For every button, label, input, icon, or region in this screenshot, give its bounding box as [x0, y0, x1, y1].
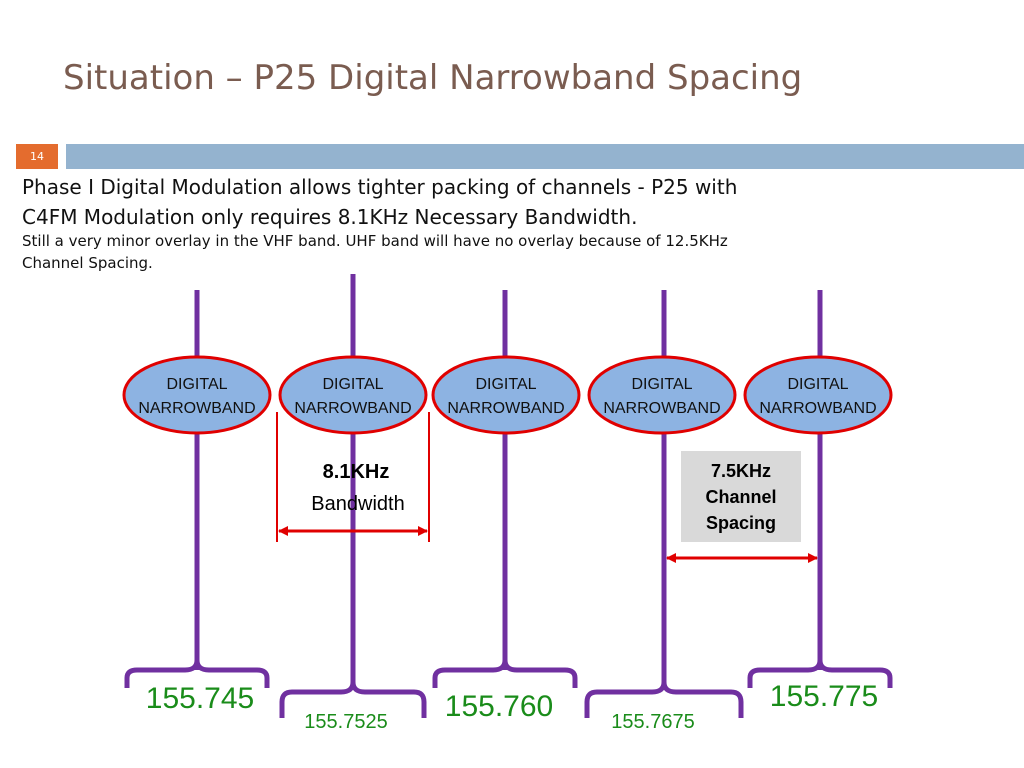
ellipse-3-line-2: NARROWBAND	[447, 400, 564, 417]
detail-line-2: Channel Spacing.	[22, 254, 153, 272]
ellipse-5-line-1: DIGITAL	[787, 376, 848, 393]
ellipse-4-line-2: NARROWBAND	[603, 400, 720, 417]
ellipse-3-line-1: DIGITAL	[475, 376, 536, 393]
ellipse-1-line-2: NARROWBAND	[138, 400, 255, 417]
channel-spacing-box: 7.5KHz Channel Spacing	[681, 451, 801, 542]
frequency-label-3: 155.760	[445, 690, 553, 723]
frequency-label-1: 155.745	[146, 682, 254, 715]
ellipse-1-line-1: DIGITAL	[166, 376, 227, 393]
channel-ellipse-5: DIGITAL NARROWBAND	[743, 355, 893, 435]
bandwidth-value: 8.1KHz	[323, 461, 390, 483]
slide-number: 14	[16, 144, 58, 169]
detail-line-1: Still a very minor overlay in the VHF ba…	[22, 232, 728, 250]
frequency-label-2: 155.7525	[304, 711, 387, 733]
brace-5	[747, 659, 893, 688]
slide-title: Situation – P25 Digital Narrowband Spaci…	[63, 58, 803, 98]
channel-ellipse-1: DIGITAL NARROWBAND	[122, 355, 272, 435]
channel-ellipse-4: DIGITAL NARROWBAND	[587, 355, 737, 435]
intro-text: Phase I Digital Modulation allows tighte…	[22, 172, 737, 232]
detail-text: Still a very minor overlay in the VHF ba…	[22, 230, 728, 274]
intro-line-2: C4FM Modulation only requires 8.1KHz Nec…	[22, 205, 638, 229]
brace-1	[124, 659, 270, 688]
spacing-line-1: 7.5KHz	[710, 460, 772, 481]
spacing-line-2: Channel	[705, 486, 777, 507]
ellipse-5-line-2: NARROWBAND	[759, 400, 876, 417]
header-bar	[66, 144, 1024, 169]
ellipse-2-line-2: NARROWBAND	[294, 400, 411, 417]
brace-4	[584, 681, 744, 718]
frequency-label-5: 155.775	[770, 680, 878, 713]
bandwidth-label: Bandwidth	[311, 493, 404, 515]
spacing-line-3: Spacing	[705, 512, 776, 533]
brace-3	[432, 659, 578, 688]
intro-line-1: Phase I Digital Modulation allows tighte…	[22, 175, 738, 199]
frequency-label-4: 155.7675	[611, 711, 694, 733]
brace-2	[279, 681, 427, 718]
channel-ellipse-3: DIGITAL NARROWBAND	[431, 355, 581, 435]
ellipse-2-line-1: DIGITAL	[322, 376, 383, 393]
channel-ellipse-2: DIGITAL NARROWBAND	[278, 355, 428, 435]
ellipse-4-line-1: DIGITAL	[631, 376, 692, 393]
